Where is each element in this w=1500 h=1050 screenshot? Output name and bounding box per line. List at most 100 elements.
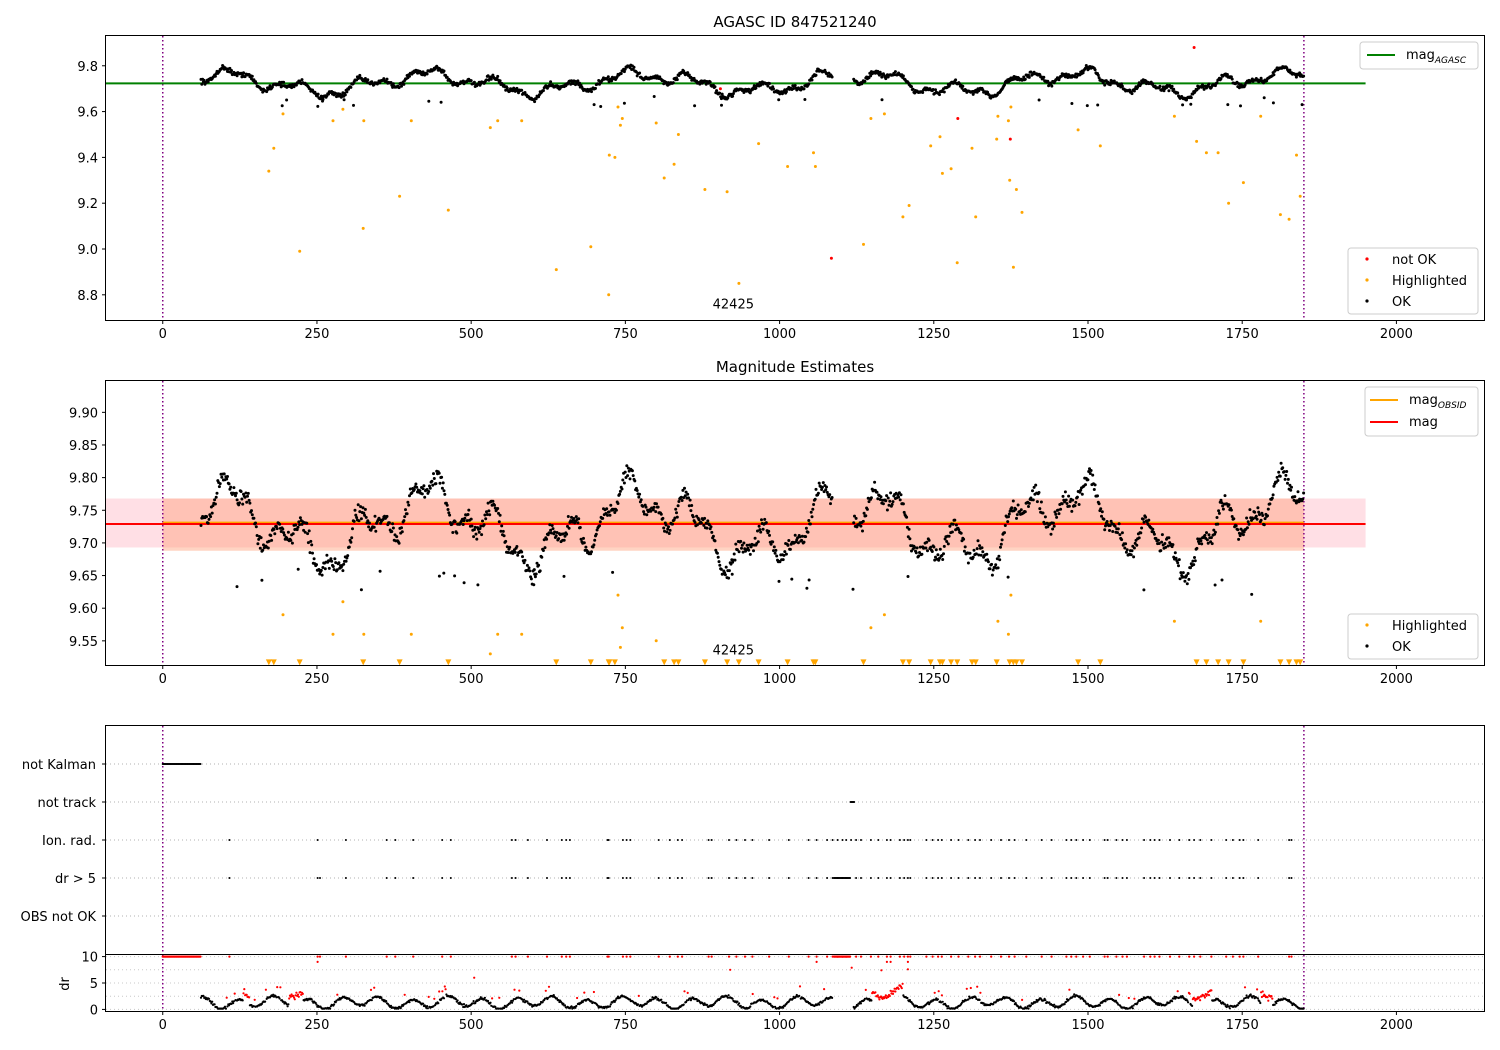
dr-clipped-point — [1125, 955, 1128, 958]
dr-flagged-point — [897, 987, 900, 991]
ok-point — [623, 470, 627, 474]
ok-point — [478, 527, 482, 531]
dr-flagged-point — [686, 991, 689, 995]
ok-point — [605, 507, 609, 511]
ion-rad-point — [990, 839, 993, 841]
legend-box — [1347, 613, 1479, 660]
dr-gt-5-point — [931, 877, 934, 879]
ok-point — [813, 497, 817, 501]
ok-point — [752, 549, 755, 553]
highlighted-point — [901, 215, 905, 219]
highlighted-point — [995, 137, 999, 141]
dr-flagged-point — [850, 966, 853, 969]
ok-point — [1294, 75, 1298, 79]
ok-point — [902, 510, 906, 514]
ok-point — [1181, 103, 1185, 107]
ok-point — [1301, 497, 1305, 501]
dr-point — [202, 994, 205, 998]
dr-point — [960, 1001, 964, 1004]
ok-point — [741, 550, 745, 554]
ok-point — [1116, 531, 1119, 535]
ok-point — [1212, 528, 1216, 532]
ok-point — [911, 87, 915, 91]
ion-rad-point — [681, 839, 684, 841]
y-tick-label: 9.55 — [69, 635, 98, 650]
ok-point — [599, 105, 603, 108]
ok-point — [1170, 84, 1174, 88]
ok-point — [282, 533, 286, 537]
dr-point — [978, 998, 981, 1002]
dr-point — [478, 997, 482, 1001]
dr-flagged-point — [243, 988, 246, 991]
ok-point — [498, 513, 502, 517]
highlighted-point — [1172, 619, 1176, 623]
ok-point — [598, 520, 602, 524]
ion-rad-point — [744, 839, 746, 841]
ok-point — [1120, 84, 1124, 88]
dr-point — [590, 1000, 593, 1003]
ok-point — [292, 85, 296, 89]
ok-point — [1023, 77, 1027, 81]
dr-clipped-point — [568, 955, 572, 958]
ion-rad-point — [1158, 839, 1161, 841]
ion-rad-point — [974, 839, 977, 841]
dr-gt-5-point — [1115, 877, 1118, 879]
y-tick-label: 9.8 — [77, 60, 98, 75]
dr-flagged-point — [1068, 988, 1071, 991]
dr-point — [479, 996, 482, 999]
dr-gt-5-point — [855, 877, 858, 879]
dr-point — [226, 1005, 229, 1008]
ok-point — [265, 90, 269, 94]
highlighted-point — [1009, 593, 1013, 597]
ok-point — [298, 523, 302, 527]
dr-flagged-point — [316, 960, 319, 964]
ok-point — [981, 550, 985, 554]
ion-rad-point — [1121, 839, 1124, 841]
ok-point — [535, 561, 539, 565]
dr-clipped-point — [967, 955, 970, 958]
ok-point — [1250, 592, 1254, 596]
ok-point — [675, 511, 678, 515]
ok-point — [1203, 533, 1207, 537]
ion-rad-point — [1025, 839, 1028, 841]
ok-point — [816, 491, 820, 495]
ok-point — [1139, 531, 1143, 535]
ok-point — [1103, 83, 1107, 87]
ok-point — [946, 542, 950, 546]
ok-point — [716, 555, 720, 559]
dr-flagged-point — [1198, 996, 1201, 999]
ok-point — [415, 485, 419, 489]
ok-point — [677, 500, 681, 503]
ok-point — [420, 492, 424, 496]
dr-clipped-point — [1143, 955, 1146, 958]
ok-point — [1237, 531, 1241, 535]
ok-point — [1202, 87, 1206, 91]
ok-point — [427, 99, 431, 103]
dr-point — [778, 1007, 781, 1010]
ok-point — [729, 92, 733, 96]
ok-point — [786, 543, 790, 547]
dr-flagged-point — [544, 989, 547, 992]
legend-mag-sub: AGASC — [1434, 56, 1467, 66]
ok-point — [1285, 470, 1289, 473]
ok-point — [761, 527, 765, 531]
x-tick-label: 1250 — [917, 1018, 950, 1033]
offscale-marker — [671, 659, 678, 666]
ok-point — [1041, 511, 1045, 515]
ok-point — [656, 505, 660, 509]
dr-point — [348, 997, 351, 1000]
ok-point — [590, 90, 593, 94]
ok-point — [214, 495, 218, 499]
ok-point — [820, 485, 824, 489]
dr-clipped-point — [937, 955, 940, 958]
ok-point — [632, 65, 636, 69]
legend-swatch-highlighted — [1365, 623, 1369, 627]
ok-point — [567, 526, 571, 530]
ok-point — [260, 578, 264, 582]
ion-rad-point — [1231, 839, 1234, 841]
ion-rad-point — [514, 839, 517, 841]
highlighted-point — [1076, 128, 1080, 132]
ok-point — [756, 529, 759, 533]
dr-flagged-point — [300, 993, 303, 996]
ok-point — [781, 558, 785, 562]
